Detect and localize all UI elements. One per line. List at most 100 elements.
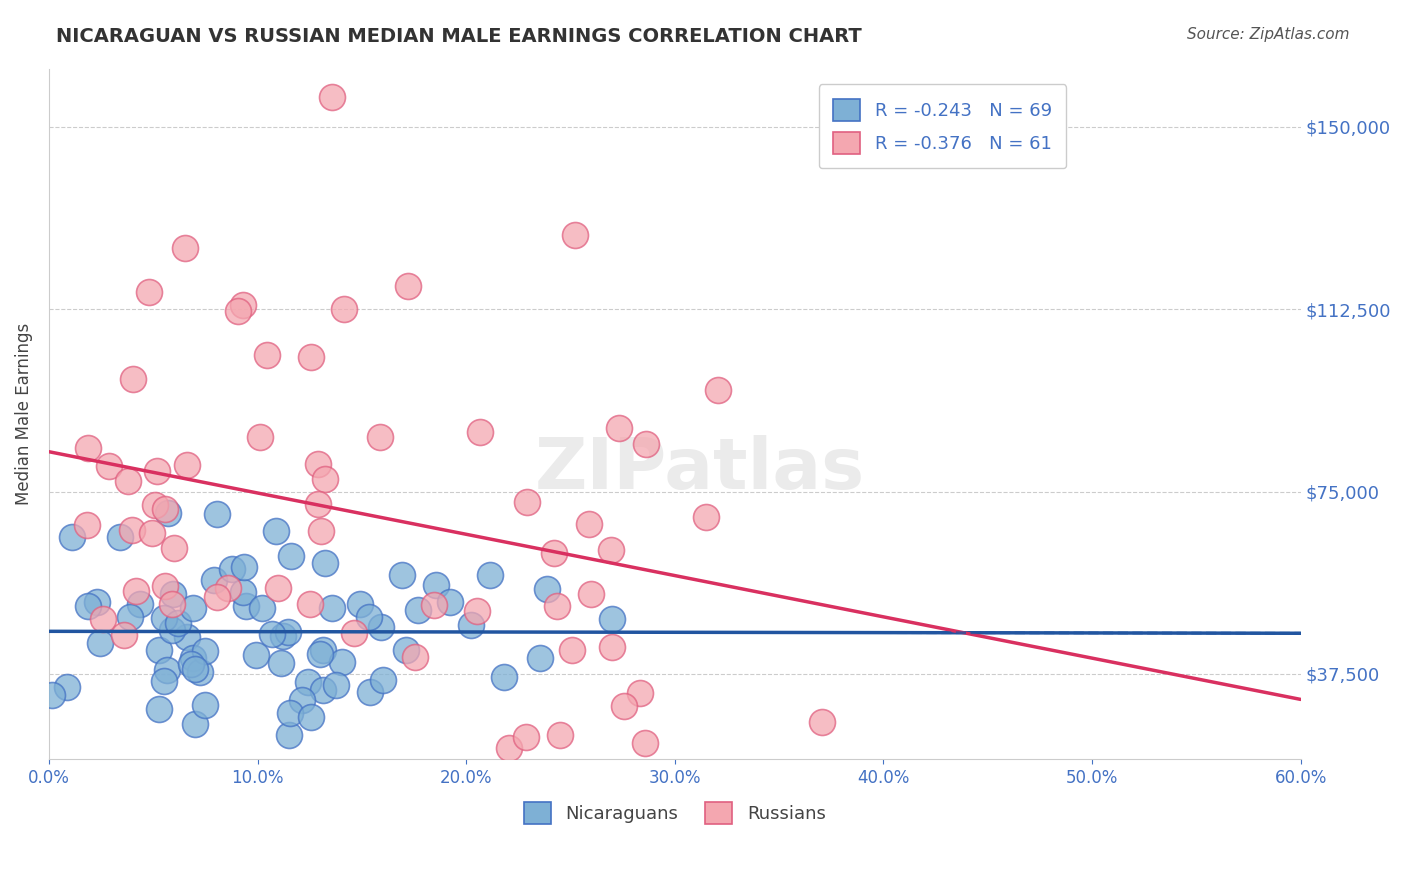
Point	[396, 279, 419, 293]
Point	[357, 610, 380, 624]
Point	[330, 656, 353, 670]
Point	[299, 598, 322, 612]
Point	[599, 542, 621, 557]
Point	[226, 304, 249, 318]
Point	[176, 458, 198, 473]
Point	[267, 581, 290, 595]
Point	[321, 600, 343, 615]
Point	[299, 350, 322, 364]
Point	[391, 568, 413, 582]
Point	[607, 421, 630, 435]
Point	[706, 383, 728, 397]
Point	[138, 285, 160, 299]
Point	[314, 556, 336, 570]
Point	[370, 620, 392, 634]
Point	[546, 599, 568, 613]
Point	[368, 430, 391, 444]
Point	[406, 602, 429, 616]
Point	[143, 499, 166, 513]
Point	[309, 647, 332, 661]
Point	[636, 436, 658, 450]
Point	[309, 524, 332, 538]
Point	[183, 600, 205, 615]
Text: ZIPatlas: ZIPatlas	[534, 434, 865, 503]
Point	[184, 662, 207, 676]
Point	[153, 579, 176, 593]
Point	[245, 648, 267, 662]
Point	[141, 526, 163, 541]
Point	[498, 740, 520, 755]
Point	[184, 716, 207, 731]
Point	[404, 650, 426, 665]
Point	[460, 618, 482, 632]
Point	[600, 612, 623, 626]
Point	[176, 630, 198, 644]
Point	[162, 587, 184, 601]
Point	[89, 636, 111, 650]
Point	[232, 585, 254, 599]
Point	[291, 693, 314, 707]
Point	[166, 615, 188, 630]
Point	[129, 597, 152, 611]
Point	[467, 604, 489, 618]
Point	[148, 702, 170, 716]
Point	[478, 567, 501, 582]
Point	[156, 663, 179, 677]
Point	[174, 241, 197, 255]
Point	[153, 673, 176, 688]
Point	[312, 643, 335, 657]
Point	[494, 669, 516, 683]
Point	[628, 686, 651, 700]
Point	[343, 626, 366, 640]
Point	[312, 683, 335, 698]
Point	[122, 372, 145, 386]
Point	[529, 651, 551, 665]
Point	[205, 507, 228, 521]
Point	[41, 688, 63, 702]
Point	[543, 545, 565, 559]
Point	[180, 657, 202, 671]
Point	[112, 628, 135, 642]
Point	[232, 298, 254, 312]
Point	[695, 510, 717, 524]
Text: Source: ZipAtlas.com: Source: ZipAtlas.com	[1187, 27, 1350, 42]
Point	[307, 497, 329, 511]
Point	[561, 643, 583, 657]
Point	[148, 643, 170, 657]
Point	[278, 728, 301, 742]
Point	[121, 524, 143, 538]
Point	[550, 728, 572, 742]
Point	[207, 590, 229, 604]
Point	[250, 601, 273, 615]
Point	[256, 348, 278, 362]
Point	[278, 706, 301, 721]
Point	[314, 472, 336, 486]
Point	[297, 675, 319, 690]
Point	[307, 457, 329, 471]
Point	[425, 578, 447, 592]
Point	[60, 530, 83, 544]
Point	[77, 599, 100, 613]
Point	[395, 642, 418, 657]
Point	[163, 541, 186, 556]
Point	[280, 549, 302, 564]
Point	[98, 458, 121, 473]
Point	[117, 474, 139, 488]
Text: NICARAGUAN VS RUSSIAN MEDIAN MALE EARNINGS CORRELATION CHART: NICARAGUAN VS RUSSIAN MEDIAN MALE EARNIN…	[56, 27, 862, 45]
Point	[221, 562, 243, 576]
Point	[188, 665, 211, 679]
Legend: Nicaraguans, Russians: Nicaraguans, Russians	[515, 793, 835, 833]
Y-axis label: Median Male Earnings: Median Male Earnings	[15, 323, 32, 505]
Point	[160, 597, 183, 611]
Point	[217, 581, 239, 595]
Point	[613, 699, 636, 714]
Point	[600, 640, 623, 655]
Point	[262, 627, 284, 641]
Point	[194, 644, 217, 658]
Point	[271, 629, 294, 643]
Point	[634, 736, 657, 750]
Point	[371, 673, 394, 687]
Point	[536, 582, 558, 596]
Point	[516, 495, 538, 509]
Point	[153, 611, 176, 625]
